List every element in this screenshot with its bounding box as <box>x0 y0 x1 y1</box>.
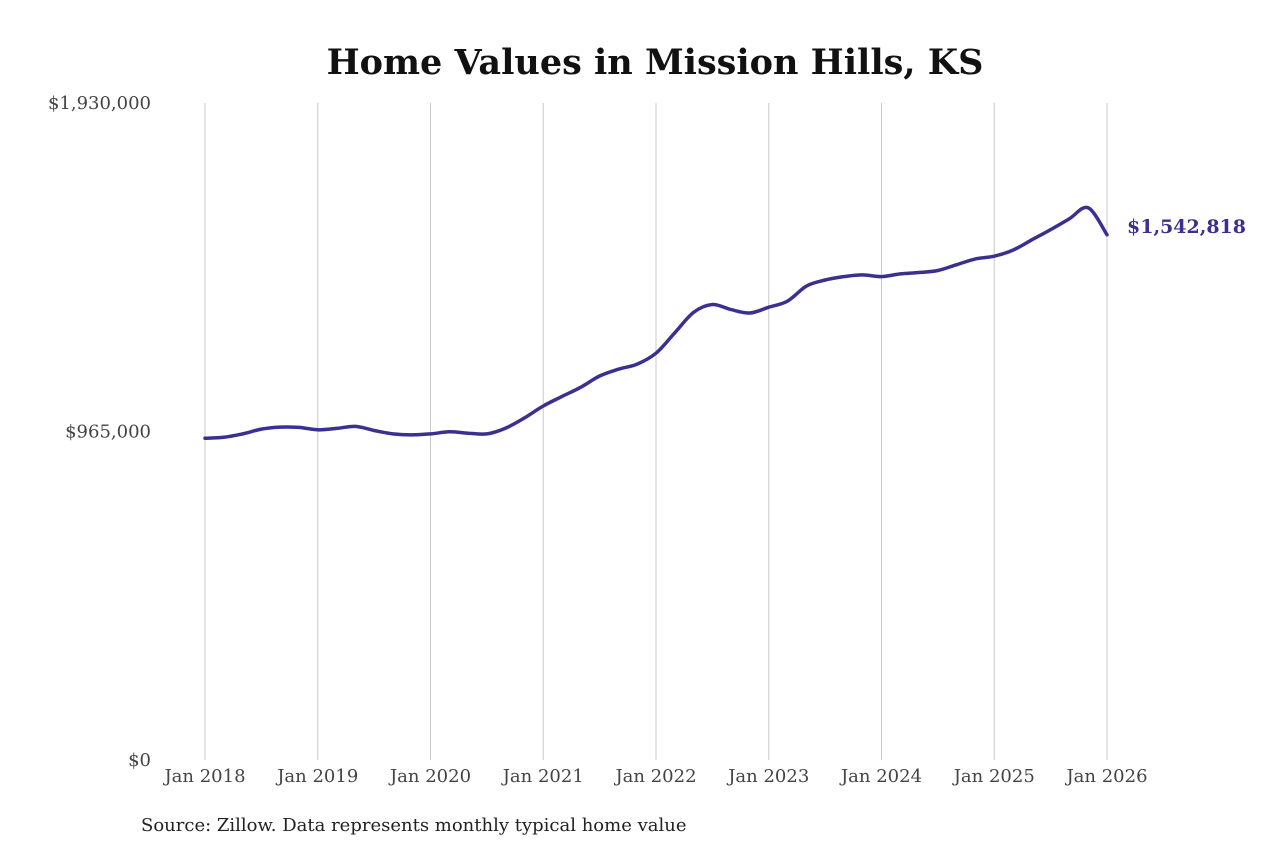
y-tick-label: $0 <box>128 750 151 771</box>
x-tick-label: Jan 2018 <box>162 766 245 787</box>
y-tick-label: $965,000 <box>65 422 151 443</box>
series-line <box>203 205 1109 441</box>
x-tick-label: Jan 2023 <box>726 766 809 787</box>
x-tick-label: Jan 2020 <box>388 766 471 787</box>
x-tick-label: Jan 2021 <box>501 766 584 787</box>
x-axis-ticks: Jan 2018 Jan 2019 Jan 2020 Jan 2021 Jan 2022… <box>162 766 1147 787</box>
x-tick-label: Jan 2024 <box>839 766 922 787</box>
series-layer <box>203 205 1109 441</box>
chart-title: Home Values in Mission Hills, KS <box>327 42 984 83</box>
x-tick-label: Jan 2019 <box>275 766 358 787</box>
x-tick-label: Jan 2026 <box>1064 766 1147 787</box>
grid-layer <box>204 103 1108 760</box>
series-end-value-label: $1,542,818 <box>1127 216 1246 238</box>
y-axis-ticks: $0 $965,000 $1,930,000 <box>48 93 151 771</box>
x-tick-label: Jan 2025 <box>952 766 1035 787</box>
x-tick-label: Jan 2022 <box>613 766 696 787</box>
y-tick-label: $1,930,000 <box>48 93 151 114</box>
source-note: Source: Zillow. Data represents monthly … <box>141 815 687 836</box>
